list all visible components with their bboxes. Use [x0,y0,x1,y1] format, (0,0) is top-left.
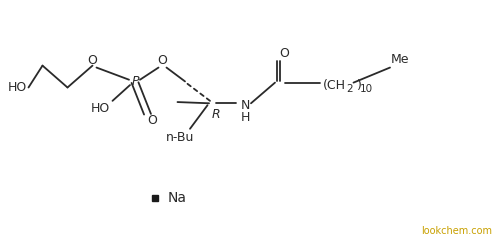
Text: P: P [131,75,139,88]
Text: 2: 2 [346,84,354,95]
Text: N: N [240,99,250,112]
Text: H: H [240,111,250,124]
Text: n-Bu: n-Bu [166,131,194,144]
Text: Na: Na [168,191,187,205]
Text: lookchem.com: lookchem.com [422,226,492,236]
Text: (CH: (CH [322,78,345,92]
Text: Me: Me [391,53,409,66]
Text: O: O [148,114,158,127]
Text: R: R [212,108,220,121]
Text: HO: HO [8,81,27,94]
Text: ): ) [356,78,362,92]
Text: HO: HO [90,102,110,115]
Text: O: O [279,47,289,60]
Text: 10: 10 [360,84,373,95]
Text: O: O [88,54,98,67]
Text: O: O [158,54,168,67]
